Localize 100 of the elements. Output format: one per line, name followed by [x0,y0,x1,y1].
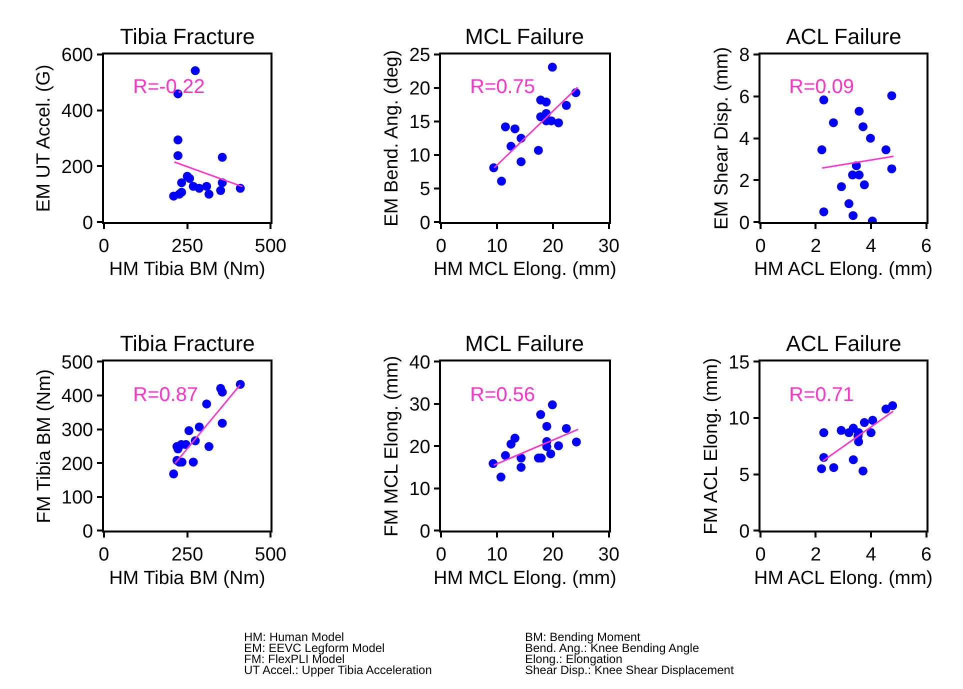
point [860,418,869,428]
y-tick-label: 10 [728,408,750,430]
y-tick-label: 2 [739,170,750,192]
point [516,462,526,472]
x-tick-label: 0 [436,236,446,257]
point [542,98,551,107]
y-tick-label: 15 [728,352,750,374]
point [204,442,214,452]
point [177,178,186,188]
y-tick-label: 40 [409,352,430,374]
point [572,437,581,446]
chart-title: Tibia Fracture [120,24,255,49]
point [554,441,564,450]
x-tick-label: 0 [755,236,766,257]
y-tick-label: 0 [739,521,750,542]
point [866,428,876,438]
y-tick-label: 30 [409,394,430,416]
x-tick-label: 500 [254,236,286,257]
point [218,152,227,162]
x-tick-label: 30 [598,236,620,257]
y-tick-label: 15 [409,112,430,134]
point [500,122,510,132]
point [562,424,571,433]
point [888,401,898,410]
point [817,464,826,474]
point [202,182,212,191]
point [496,472,506,482]
point [188,458,198,467]
y-tick-label: 8 [739,45,750,66]
y-tick-label: 0 [420,212,430,234]
text: HM: Human Model [244,630,344,644]
point [497,176,506,186]
y-tick-label: 300 [61,420,94,441]
annotation: R=0.09 [789,76,854,98]
x-tick-label: 20 [542,236,564,257]
y-tick-label: 100 [61,488,94,509]
y-tick-label: 6 [739,86,750,108]
point [848,211,858,220]
y-tick-label: 5 [420,179,430,200]
annotation: R=0.71 [789,384,854,406]
y-tick-label: 200 [61,156,94,178]
point [881,145,890,154]
x-axis-title: HM Tibia BM (Nm) [109,259,266,280]
y-tick-label: 500 [61,352,94,374]
point [819,428,828,438]
y-axis-title: FM ACL Elong. (mm) [700,358,722,535]
point [204,190,214,199]
x-tick-label: 0 [755,544,766,566]
point [194,184,204,193]
point [194,422,204,432]
chart-title: ACL Failure [786,331,902,356]
annotation: R=-0.22 [133,76,205,98]
x-tick-label: 30 [598,544,620,566]
x-axis-title: HM Tibia BM (Nm) [109,568,266,589]
point [173,151,182,160]
point [829,463,838,472]
y-tick-label: 4 [739,128,750,150]
point [858,466,868,476]
point [185,174,194,183]
y-tick-label: 20 [409,78,430,100]
point [854,170,864,180]
point [836,182,846,192]
x-axis-title: HM MCL Elong. (mm) [433,259,616,280]
y-axis-title: FM Tibia BM (Nm) [34,369,55,524]
x-tick-label: 500 [254,544,286,566]
x-tick-label: 0 [98,544,110,566]
point [546,449,556,458]
point [854,106,864,116]
y-tick-label: 5 [739,465,750,486]
chart-title: MCL Failure [465,24,584,49]
point [860,180,869,190]
chart-title: ACL Failure [786,24,902,49]
point [500,451,510,460]
point [184,426,194,436]
y-tick-label: 0 [739,212,750,234]
x-tick-label: 20 [542,544,564,566]
point [554,118,564,128]
point [866,134,875,143]
x-axis-title: HM ACL Elong. (mm) [754,568,933,589]
point [218,418,227,428]
point [887,164,896,174]
annotation: R=0.56 [470,384,536,406]
point [536,410,546,420]
annotation: R=0.75 [470,76,536,98]
x-tick-label: 250 [171,236,204,257]
x-tick-label: 2 [810,236,822,257]
point [548,62,557,72]
point [844,199,854,208]
point [868,416,878,425]
annotation: R=0.87 [133,384,198,406]
y-tick-label: 0 [420,521,430,542]
y-axis-title: FM MCL Elong. (mm) [382,356,403,537]
point [819,95,828,104]
y-tick-label: 0 [82,521,94,542]
point [887,91,896,100]
x-axis-title: HM MCL Elong. (mm) [433,568,616,589]
point [216,186,226,196]
point [858,122,868,132]
point [202,399,212,408]
y-axis-title: EM UT Accel. (G) [34,64,55,212]
